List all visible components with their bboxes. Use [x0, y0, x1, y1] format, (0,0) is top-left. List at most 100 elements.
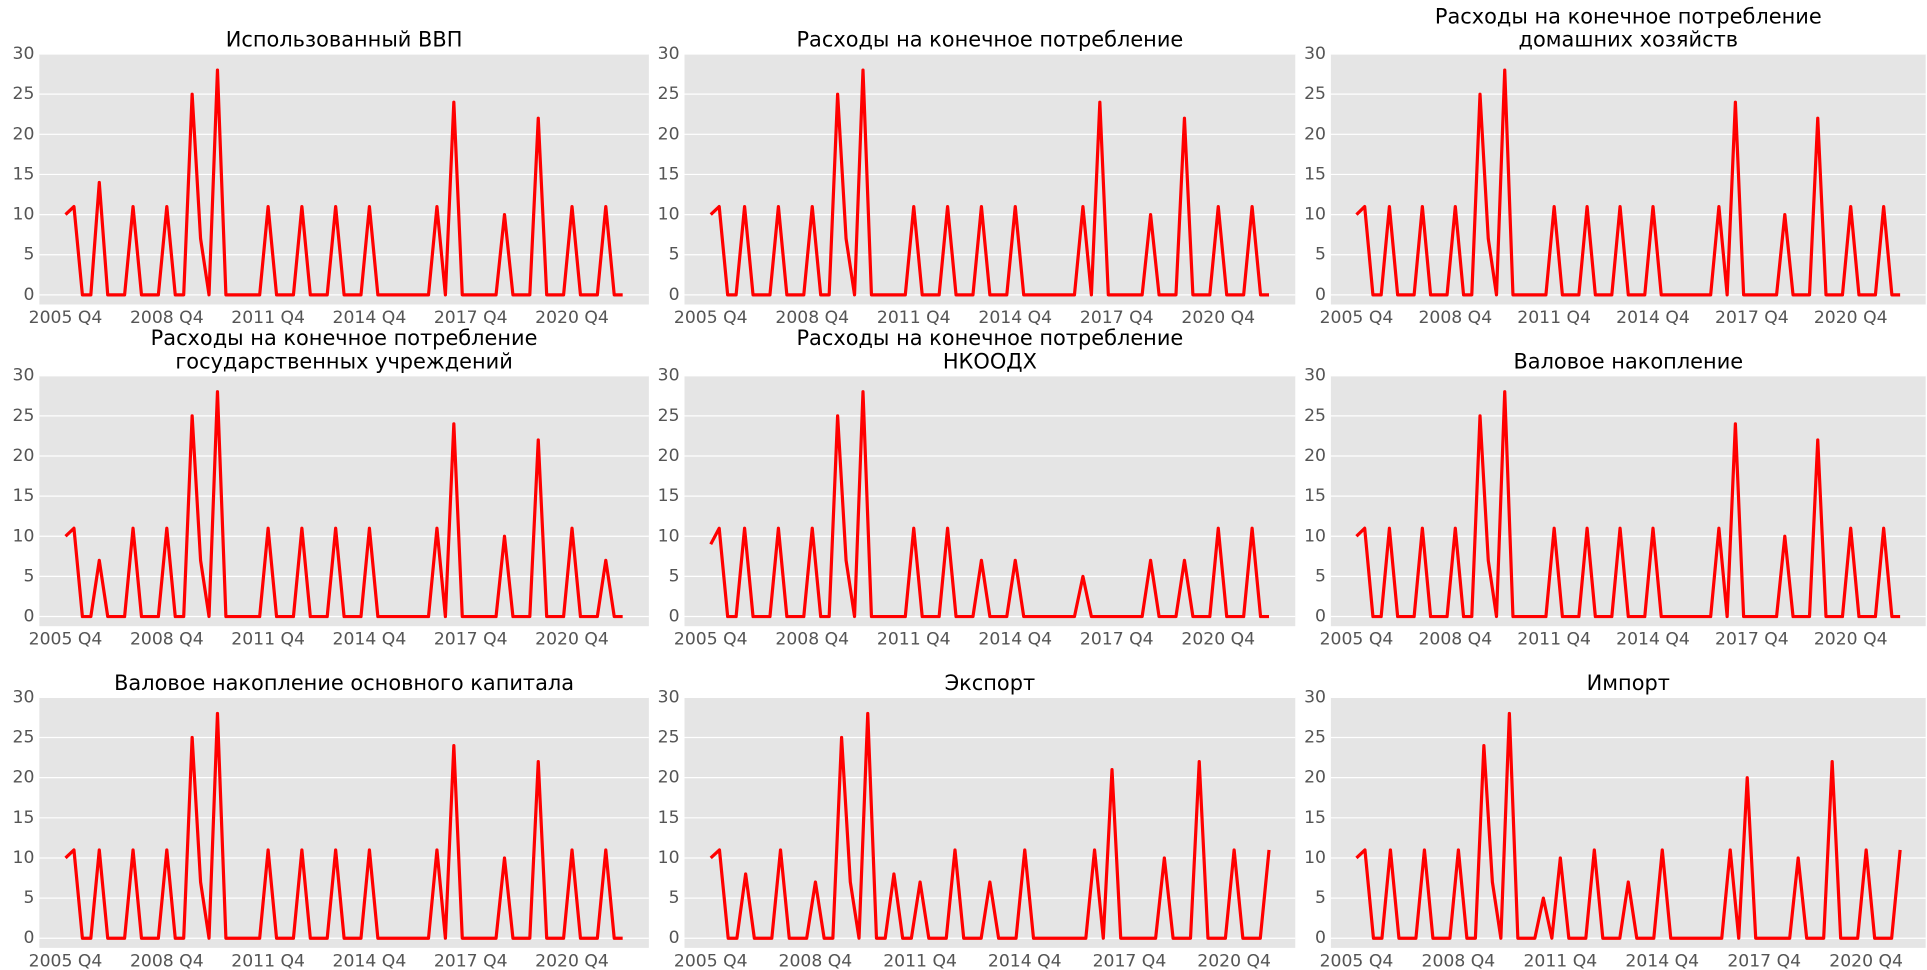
y-tick-label: 25	[1304, 728, 1326, 748]
x-tick-label: 2011 Q4	[877, 630, 951, 650]
x-tick-label: 2005 Q4	[1320, 951, 1394, 970]
y-tick-label: 0	[1315, 928, 1326, 948]
x-tick-label: 2011 Q4	[877, 308, 951, 328]
y-tick-label: 30	[658, 366, 680, 386]
chart-title: Расходы на конечное потребление	[796, 28, 1184, 53]
x-tick-label: 2020 Q4	[535, 630, 609, 650]
x-tick-label: 2020 Q4	[1829, 951, 1903, 970]
chart-title: Расходы на конечное потребление государс…	[150, 326, 538, 375]
y-tick-label: 5	[23, 566, 34, 586]
x-tick-label: 2011 Q4	[1523, 951, 1597, 970]
x-tick-label: 2017 Q4	[434, 951, 508, 970]
y-tick-label: 30	[1304, 44, 1326, 64]
y-tick-label: 10	[13, 205, 35, 225]
x-tick-label: 2008 Q4	[130, 308, 204, 328]
y-tick-label: 5	[1315, 888, 1326, 908]
x-tick-label: 2008 Q4	[779, 951, 853, 970]
x-tick-label: 2014 Q4	[988, 951, 1062, 970]
y-tick-label: 20	[658, 446, 680, 466]
x-tick-label: 2011 Q4	[1517, 630, 1591, 650]
data-line	[1355, 390, 1901, 619]
y-tick-label: 25	[658, 406, 680, 426]
y-tick-label: 20	[658, 124, 680, 144]
y-tick-label: 20	[1304, 768, 1326, 788]
plot-background	[684, 54, 1296, 305]
y-tick-label: 30	[13, 687, 35, 707]
x-tick-label: 2005 Q4	[1320, 630, 1394, 650]
chart-title: Экспорт	[944, 671, 1036, 697]
x-tick-label: 2005 Q4	[674, 951, 748, 970]
y-tick-label: 20	[13, 446, 35, 466]
x-tick-label: 2014 Q4	[1625, 951, 1699, 970]
data-line	[709, 711, 1271, 940]
x-tick-label: 2020 Q4	[1197, 951, 1271, 970]
y-tick-label: 0	[23, 285, 34, 305]
chart-title: Валовое накопление основного капитала	[114, 671, 575, 697]
y-tick-label: 30	[658, 687, 680, 707]
y-tick-label: 15	[1304, 808, 1326, 828]
y-tick-label: 0	[1315, 607, 1326, 627]
x-tick-label: 2014 Q4	[978, 630, 1052, 650]
y-tick-label: 10	[13, 526, 35, 546]
data-line	[709, 390, 1270, 619]
x-tick-label: 2017 Q4	[1080, 630, 1154, 650]
x-tick-label: 2014 Q4	[333, 630, 407, 650]
y-tick-label: 5	[669, 566, 680, 586]
data-line	[64, 390, 623, 619]
y-tick-label: 25	[1304, 84, 1326, 104]
x-tick-label: 2017 Q4	[434, 630, 508, 650]
data-line	[64, 68, 623, 297]
y-tick-label: 5	[669, 245, 680, 265]
y-tick-label: 15	[1304, 164, 1326, 184]
x-tick-label: 2008 Q4	[1418, 308, 1492, 328]
x-tick-label: 2017 Q4	[1715, 308, 1789, 328]
y-tick-label: 25	[658, 84, 680, 104]
y-tick-label: 0	[23, 928, 34, 948]
x-tick-label: 2008 Q4	[130, 951, 204, 970]
x-tick-label: 2014 Q4	[333, 308, 407, 328]
y-tick-label: 25	[13, 406, 35, 426]
plot-background	[1330, 54, 1926, 305]
y-tick-label: 30	[1304, 687, 1326, 707]
plot-background	[39, 697, 649, 948]
x-tick-label: 2005 Q4	[674, 308, 748, 328]
x-tick-label: 2020 Q4	[1181, 308, 1255, 328]
x-tick-label: 2005 Q4	[29, 951, 103, 970]
y-tick-label: 20	[13, 768, 35, 788]
data-line	[1355, 68, 1901, 297]
x-tick-label: 2008 Q4	[1418, 630, 1492, 650]
chart-title: Расходы на конечное потребление домашних…	[1434, 4, 1822, 53]
x-tick-label: 2008 Q4	[775, 630, 849, 650]
x-tick-label: 2020 Q4	[1181, 630, 1255, 650]
x-tick-label: 2011 Q4	[231, 951, 305, 970]
y-tick-label: 20	[1304, 124, 1326, 144]
y-tick-label: 5	[669, 888, 680, 908]
y-tick-label: 30	[658, 44, 680, 64]
x-tick-label: 2014 Q4	[1616, 630, 1690, 650]
y-tick-label: 15	[13, 808, 35, 828]
x-tick-label: 2017 Q4	[434, 308, 508, 328]
y-tick-label: 20	[658, 768, 680, 788]
y-tick-label: 15	[1304, 486, 1326, 506]
chart-title: Валовое накопление	[1513, 349, 1744, 375]
x-tick-label: 2005 Q4	[29, 308, 103, 328]
x-tick-label: 2011 Q4	[231, 630, 305, 650]
plot-background	[39, 375, 649, 627]
chart-title: Импорт	[1586, 671, 1670, 697]
y-tick-label: 10	[1304, 848, 1326, 868]
y-tick-label: 15	[13, 164, 35, 184]
x-tick-label: 2014 Q4	[1616, 308, 1690, 328]
x-tick-label: 2008 Q4	[1422, 951, 1496, 970]
y-tick-label: 0	[669, 928, 680, 948]
y-tick-label: 5	[1315, 566, 1326, 586]
x-tick-label: 2017 Q4	[1727, 951, 1801, 970]
x-tick-label: 2008 Q4	[775, 308, 849, 328]
x-tick-label: 2020 Q4	[535, 308, 609, 328]
y-tick-label: 10	[13, 848, 35, 868]
y-tick-label: 10	[1304, 205, 1326, 225]
x-tick-label: 2020 Q4	[1814, 308, 1888, 328]
y-tick-label: 20	[13, 124, 35, 144]
x-tick-label: 2014 Q4	[333, 951, 407, 970]
